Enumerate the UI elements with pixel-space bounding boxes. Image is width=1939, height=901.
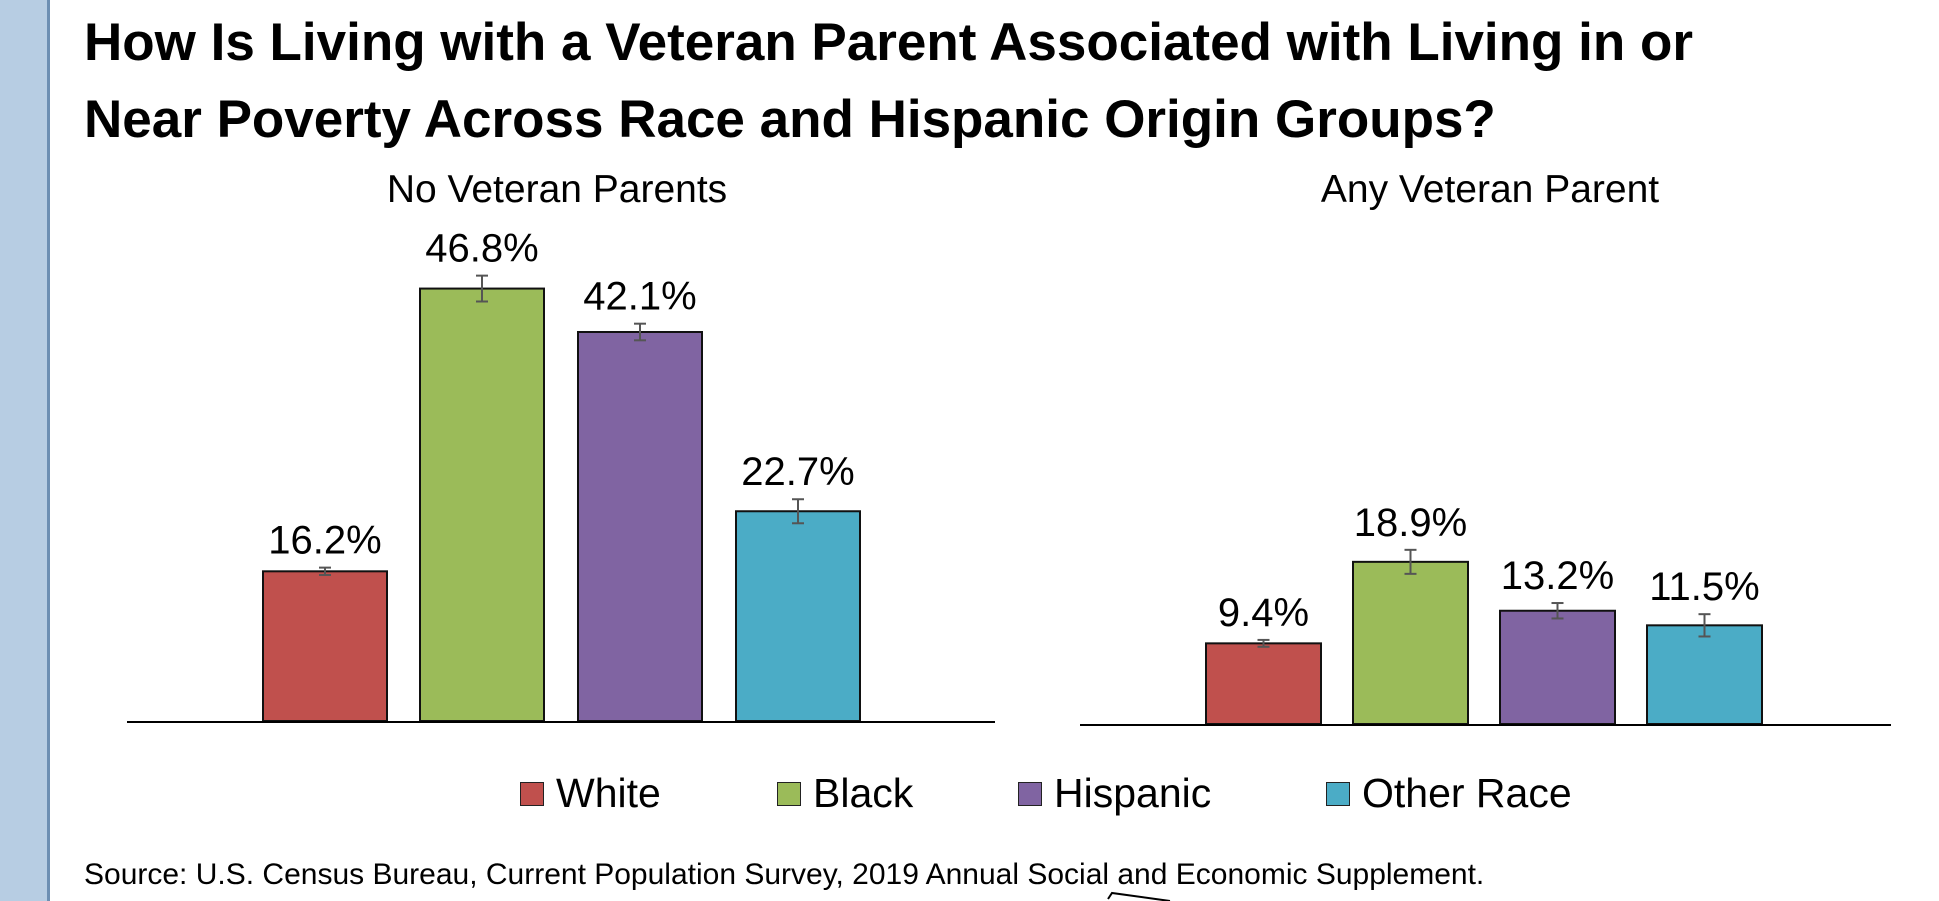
legend-swatch-hispanic	[1018, 781, 1042, 806]
data-label-white: 9.4%	[1218, 591, 1309, 635]
legend: White Black Hispanic Other Race	[0, 770, 1939, 820]
error-bar-white	[1257, 638, 1270, 648]
legend-label-other-race: Other Race	[1362, 770, 1572, 816]
error-bar-hispanic	[634, 322, 646, 342]
data-label-hispanic: 13.2%	[1501, 554, 1614, 598]
error-bar-hispanic	[1551, 602, 1564, 620]
bar-black	[419, 287, 545, 722]
bar-other-race	[1646, 624, 1763, 726]
data-label-hispanic: 42.1%	[583, 275, 696, 319]
legend-swatch-black	[777, 781, 801, 806]
legend-swatch-white	[520, 781, 544, 806]
data-label-white: 16.2%	[268, 519, 381, 563]
bar-hispanic	[577, 330, 703, 722]
data-label-other-race: 11.5%	[1649, 565, 1759, 609]
partial-callout-shape	[1107, 891, 1171, 901]
legend-item-black: Black	[777, 770, 913, 817]
data-label-black: 46.8%	[425, 227, 538, 271]
slide-side-line	[47, 0, 50, 901]
legend-label-white: White	[556, 770, 661, 816]
bar-white	[1205, 642, 1322, 726]
bar-hispanic	[1499, 609, 1616, 726]
source-note: Source: U.S. Census Bureau, Current Popu…	[84, 858, 1485, 891]
chart-title-line-2: Near Poverty Across Race and Hispanic Or…	[84, 90, 1496, 149]
error-bar-white	[319, 566, 331, 577]
panel-title-no-veteran: No Veteran Parents	[386, 168, 728, 211]
panel-no-veteran-parents: 16.2% 46.8% 42.1% 22.7%	[127, 227, 995, 723]
legend-item-hispanic: Hispanic	[1018, 770, 1211, 817]
legend-item-other-race: Other Race	[1326, 770, 1572, 817]
panel-title-any-veteran: Any Veteran Parent	[1320, 168, 1660, 211]
error-bar-black	[476, 274, 488, 303]
chart-title-line-1: How Is Living with a Veteran Parent Asso…	[84, 13, 1693, 72]
slide-side-bar	[0, 0, 47, 901]
bar-other-race	[735, 510, 861, 723]
error-bar-other-race	[1698, 613, 1711, 638]
error-bar-black	[1404, 548, 1417, 575]
legend-label-hispanic: Hispanic	[1054, 770, 1212, 816]
bar-white	[262, 570, 388, 723]
error-bar-other-race	[792, 498, 804, 525]
bar-black	[1352, 560, 1469, 726]
data-label-black: 18.9%	[1354, 501, 1467, 545]
legend-swatch-other-race	[1326, 781, 1350, 806]
panel-any-veteran-parent: 9.4% 18.9% 13.2% 11.5%	[1080, 501, 1891, 726]
data-label-other-race: 22.7%	[741, 450, 854, 494]
legend-item-white: White	[520, 770, 661, 817]
legend-label-black: Black	[813, 770, 914, 816]
chart-title: How Is Living with a Veteran Parent Asso…	[84, 4, 1904, 158]
